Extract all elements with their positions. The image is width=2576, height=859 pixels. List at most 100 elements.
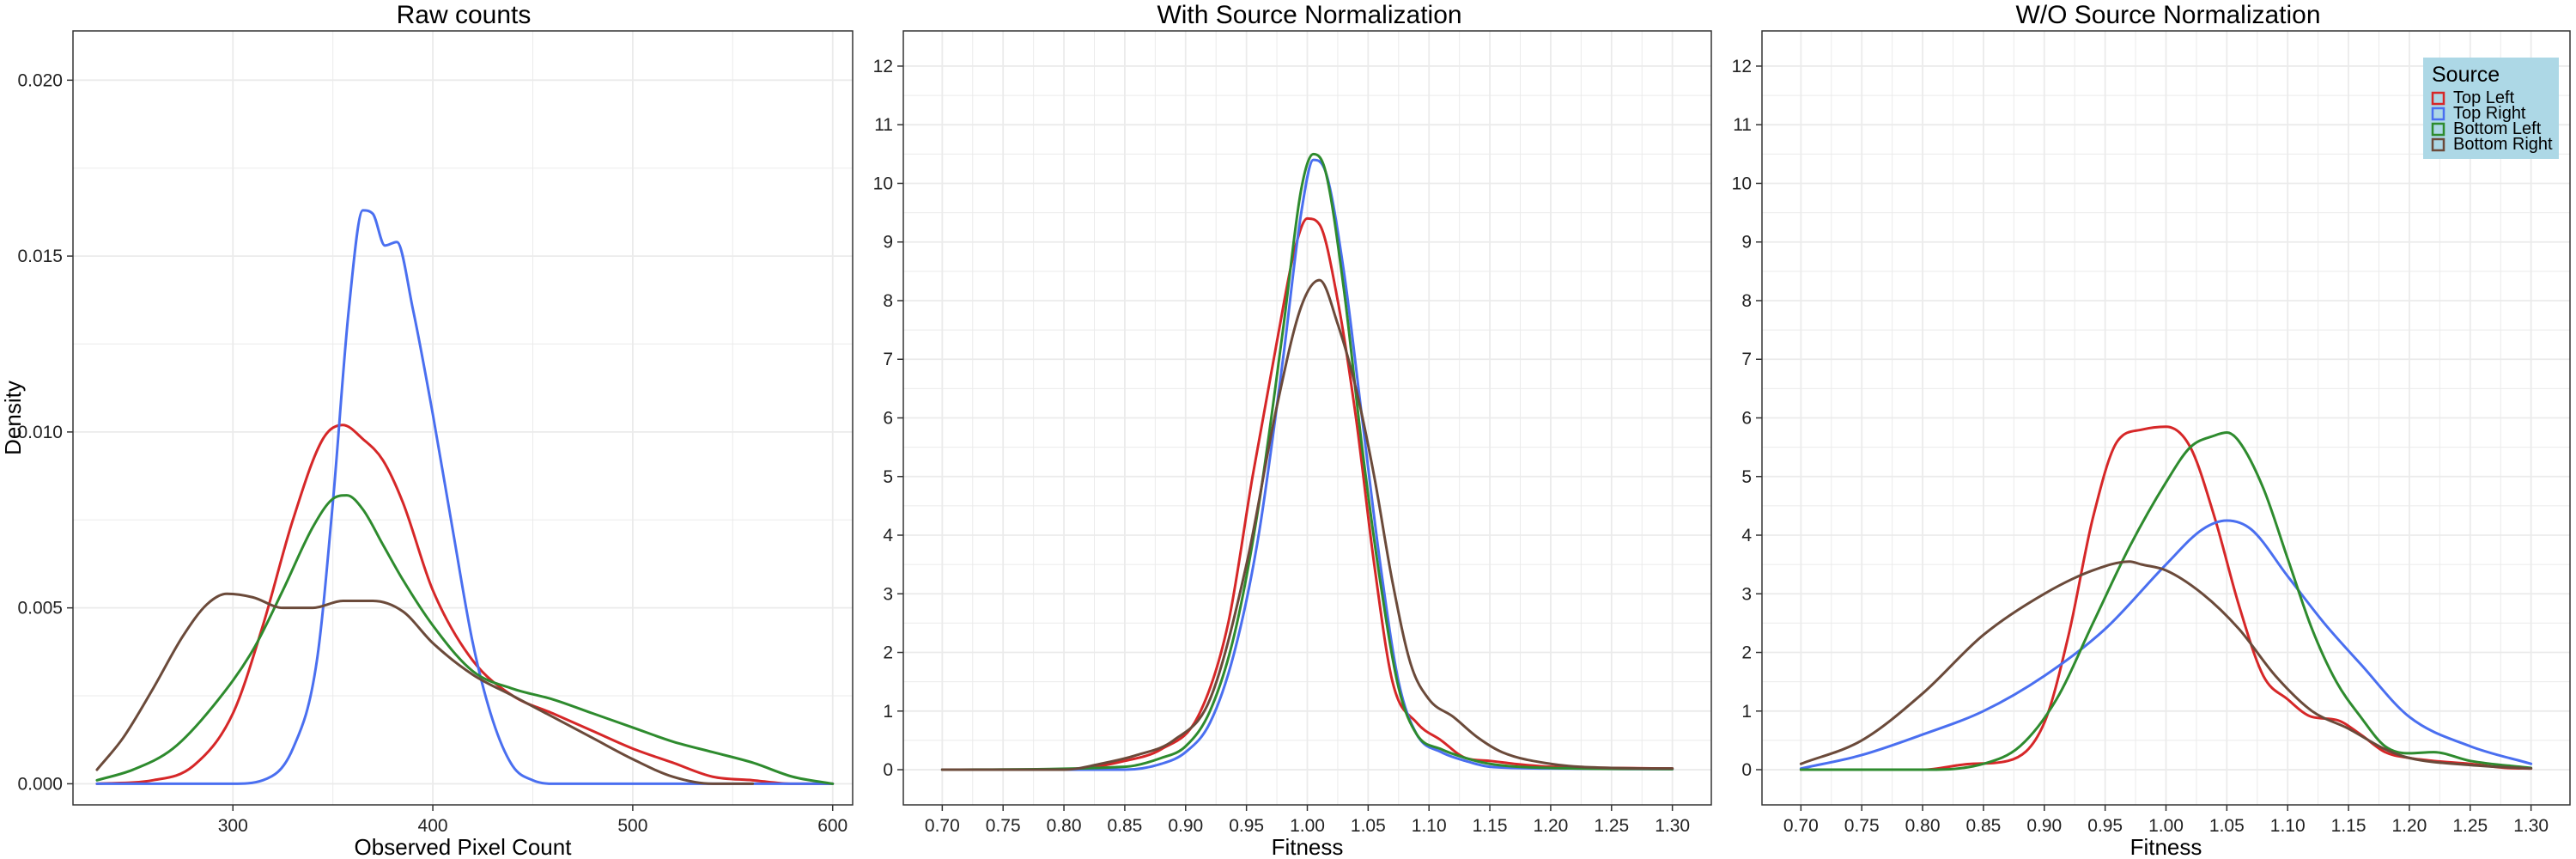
x-tick-label: 1.25 xyxy=(1594,816,1629,836)
y-tick-label: 2 xyxy=(1741,643,1752,663)
legend-label-bottom-right: Bottom Right xyxy=(2453,135,2553,154)
legend-title: Source xyxy=(2432,63,2500,87)
x-tick-label: 300 xyxy=(218,816,248,836)
series-line-top-left xyxy=(940,216,1674,771)
legend-entry-bottom-right: Bottom Right xyxy=(2431,135,2553,154)
series-line-bottom-left xyxy=(95,494,835,785)
x-axis-title: Fitness xyxy=(1272,834,1344,859)
x-tick-label: 1.05 xyxy=(2209,816,2245,836)
legend-label-top-right: Top Right xyxy=(2453,104,2526,123)
y-tick-label: 1 xyxy=(883,702,893,722)
legend-key-bottom-right xyxy=(2431,137,2445,152)
y-tick-label: 0.015 xyxy=(17,247,63,266)
x-tick-label: 1.00 xyxy=(2148,816,2184,836)
x-tick-label: 1.10 xyxy=(2270,816,2306,836)
legend-label-top-left: Top Left xyxy=(2453,88,2515,107)
grid-lines xyxy=(1762,31,2570,805)
x-tick-label: 0.75 xyxy=(1844,816,1880,836)
y-tick-label: 0.000 xyxy=(17,774,63,794)
x-tick-label: 1.20 xyxy=(2391,816,2427,836)
legend-entry-top-right: Top Right xyxy=(2431,104,2526,123)
series-line-bottom-right xyxy=(1799,560,2533,771)
panel-3: 0.70 0.75 0.80 0.85 0.90 0.95 1.00 1.05 1.10 1.15… xyxy=(1732,1,2571,859)
y-tick-label: 3 xyxy=(883,584,893,604)
x-tick-label: 0.90 xyxy=(1168,816,1203,836)
series-group xyxy=(95,209,835,785)
series-group xyxy=(1799,425,2533,771)
x-tick-label: 0.70 xyxy=(925,816,960,836)
grid-lines xyxy=(73,31,853,805)
x-tick-label: 0.95 xyxy=(1229,816,1264,836)
y-tick-label: 0 xyxy=(1741,760,1752,780)
legend-key-top-right xyxy=(2431,107,2445,121)
x-tick-label: 1.25 xyxy=(2452,816,2488,836)
y-tick-label: 3 xyxy=(1741,584,1752,604)
panel-2: 0.70 0.75 0.80 0.85 0.90 0.95 1.00 1.05 1.10 1.15… xyxy=(873,1,1712,859)
y-tick-label: 9 xyxy=(883,233,893,253)
series-line-bottom-left xyxy=(940,152,1674,771)
y-tick-label: 0.005 xyxy=(17,599,63,618)
y-tick-label: 7 xyxy=(1741,350,1752,369)
x-axis-title: Fitness xyxy=(2130,834,2202,859)
x-tick-label: 1.05 xyxy=(1351,816,1386,836)
y-tick-label: 12 xyxy=(1732,57,1752,76)
y-tick-label: 5 xyxy=(1741,467,1752,487)
y-tick-label: 5 xyxy=(883,467,893,487)
y-tick-label: 1 xyxy=(1741,702,1752,722)
y-tick-label: 0.020 xyxy=(17,70,63,90)
series-line-bottom-right xyxy=(95,592,755,785)
x-tick-label: 0.85 xyxy=(1107,816,1142,836)
x-tick-label: 1.15 xyxy=(1473,816,1508,836)
y-tick-label: 8 xyxy=(1741,291,1752,311)
x-tick-label: 600 xyxy=(817,816,848,836)
legend-background xyxy=(2423,58,2559,159)
y-tick-label: 11 xyxy=(874,115,893,135)
legend-entry-bottom-left: Bottom Left xyxy=(2431,119,2542,138)
panel-title: W/O Source Normalization xyxy=(2015,1,2320,29)
series-line-bottom-left xyxy=(1799,431,2533,771)
y-tick-label: 10 xyxy=(873,174,893,193)
x-tick-label: 0.80 xyxy=(1047,816,1082,836)
x-tick-label: 0.90 xyxy=(2026,816,2062,836)
series-line-top-right xyxy=(95,209,835,785)
y-tick-label: 6 xyxy=(1741,409,1752,429)
x-tick-label: 0.80 xyxy=(1905,816,1941,836)
x-tick-label: 1.00 xyxy=(1290,816,1325,836)
x-tick-label: 400 xyxy=(418,816,448,836)
y-tick-label: 8 xyxy=(883,291,893,311)
x-tick-label: 1.30 xyxy=(2513,816,2549,836)
series-line-bottom-right xyxy=(940,278,1674,771)
y-tick-label: 0.010 xyxy=(17,423,63,442)
legend-label-bottom-left: Bottom Left xyxy=(2453,119,2542,138)
x-axis-title: Observed Pixel Count xyxy=(355,834,573,859)
y-axis-title: Density xyxy=(0,381,26,455)
panel-title: Raw counts xyxy=(397,1,532,29)
x-tick-label: 0.85 xyxy=(1965,816,2001,836)
panel-title: With Source Normalization xyxy=(1157,1,1461,29)
legend-entry-top-left: Top Left xyxy=(2431,88,2515,107)
y-tick-label: 4 xyxy=(1741,526,1752,545)
x-tick-label: 0.95 xyxy=(2087,816,2123,836)
x-tick-label: 1.10 xyxy=(1412,816,1447,836)
y-tick-label: 9 xyxy=(1741,233,1752,253)
x-tick-label: 1.20 xyxy=(1533,816,1568,836)
legend-key-top-left xyxy=(2431,91,2445,106)
grid-lines xyxy=(903,31,1711,805)
x-tick-label: 0.70 xyxy=(1783,816,1819,836)
y-tick-label: 7 xyxy=(883,350,893,369)
x-tick-label: 1.30 xyxy=(1655,816,1690,836)
y-tick-label: 0 xyxy=(883,760,893,780)
series-line-top-right xyxy=(1799,519,2533,771)
panel-1: 300 400 500 600 0.000 0.005 0.010 0.015 0.020 Raw… xyxy=(0,1,854,859)
y-tick-label: 4 xyxy=(883,526,893,545)
panel-border xyxy=(72,30,854,806)
y-tick-label: 11 xyxy=(1733,115,1752,135)
y-tick-label: 12 xyxy=(873,57,893,76)
legend-key-bottom-left xyxy=(2431,122,2445,137)
x-tick-label: 500 xyxy=(617,816,647,836)
x-tick-label: 0.75 xyxy=(986,816,1021,836)
